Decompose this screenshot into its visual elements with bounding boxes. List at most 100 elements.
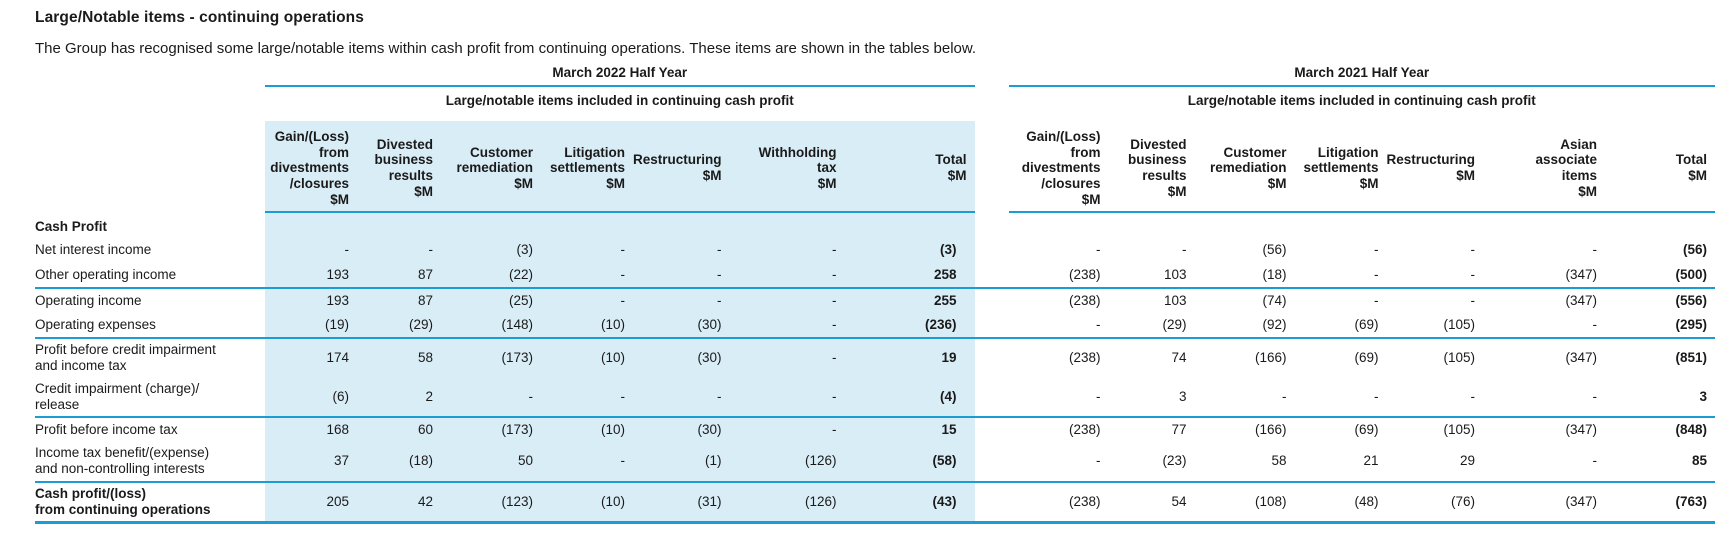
cell-2022-total: 258 [844,262,975,288]
table-row-net-interest-income: Net interest income - - (3) - - - (3) - … [35,238,1715,263]
col-header-2021-divested-business: Divested business results $M [1108,121,1195,214]
cell-2022-total: (43) [844,480,975,524]
cell-2021: (347) [1483,480,1606,524]
cell-2021: (18) [1262,266,1287,282]
section-gap [974,377,1009,417]
col-header-2022-withholding-tax: Withholding tax $M [729,121,845,214]
section-gap [974,337,1009,378]
table-row-cash-profit-loss: Cash profit/(loss) from continuing opera… [35,480,1716,524]
cell-2022: (25) [441,286,541,314]
cell-2021: (238) [1008,415,1109,443]
cell-2022: 87 [357,262,441,288]
col-header-2021-customer-remediation: Customer remediation $M [1194,121,1295,214]
cell-2021: (69) [1354,317,1379,333]
cell-2022: (10) [541,480,633,524]
table-row-operating-income: Operating income 193 87 (25) - - - 255 (… [35,286,1716,314]
cell-2021: - [1592,388,1598,404]
cell-2021: (166) [1194,415,1295,443]
cell-2021: (238) [1069,266,1101,282]
cell-2021: (347) [1483,337,1606,378]
section-label: Cash Profit [35,219,108,235]
col-header-2021-total: Total $M [1605,121,1716,214]
cell-2022: - [265,238,357,263]
row-label: Profit before credit impairment and inco… [35,337,265,378]
cell-2021: - [1096,388,1101,404]
cell-2022: - [541,442,633,482]
table-row-profit-before-credit-impairment: Profit before credit impairment and inco… [35,337,1716,378]
cell-2021-total: 3 [1699,388,1708,404]
cell-2022: - [729,377,845,417]
cell-2022: - [633,377,730,417]
cell-2022: (19) [265,313,357,339]
cell-2022: - [729,238,845,263]
cell-2021: (105) [1443,317,1476,333]
cell-2021-total: (848) [1605,415,1716,443]
cell-2021: - [1470,242,1476,258]
section-gap [974,212,1009,239]
cell-2021-total: (500) [1675,266,1708,282]
cell-2021: (238) [1008,286,1109,314]
col-header-2022-customer-remediation: Customer remediation $M [441,121,541,214]
cell-2022: - [729,313,845,339]
cell-2022: - [357,238,441,263]
cell-2022-total: 19 [844,337,975,378]
cell-2021: 103 [1163,266,1187,282]
cell-2021: - [1592,453,1598,469]
cell-2021: (166) [1194,337,1295,378]
section-gap [974,86,1009,121]
cell-2022: - [729,262,845,288]
cell-2022: - [633,286,730,314]
cell-2021: - [1294,286,1387,314]
cell-2022: - [541,377,633,417]
cell-2021: - [1096,242,1101,258]
cell-2021: (105) [1386,337,1484,378]
cell-2021: - [1096,317,1101,333]
cell-2021: (69) [1294,337,1387,378]
cell-2021: - [1470,266,1476,282]
table-row-profit-before-income-tax: Profit before income tax 168 60 (173) (1… [35,415,1716,443]
cell-2022: - [633,238,730,263]
row-label: Operating income [35,286,265,314]
period-title-2022: March 2022 Half Year [265,61,975,87]
section-gap [974,262,1009,288]
cell-2021: - [1592,242,1598,258]
cell-2022: 50 [441,442,541,482]
empty-shaded-cell [265,212,975,239]
cell-2021-total: (56) [1683,242,1708,258]
cell-2021-total: (851) [1605,337,1716,378]
col-header-2021-litigation-settlements: Litigation settlements $M [1294,121,1387,214]
cell-2021: 77 [1108,415,1195,443]
period-header-row: March 2022 Half Year March 2021 Half Yea… [35,61,1716,87]
cell-2021: (74) [1194,286,1295,314]
cell-2022: - [541,286,633,314]
spacer-cell [35,121,265,212]
cell-2021: (238) [1008,480,1109,524]
cell-2021-total: (763) [1605,480,1716,524]
cell-2022: (148) [441,313,541,339]
cell-2022: (126) [729,442,845,482]
table-row-credit-impairment: Credit impairment (charge)/ release (6) … [35,377,1715,417]
cell-2021: 3 [1179,388,1187,404]
cell-2022-total: (236) [844,313,975,339]
cell-2022: 42 [357,480,441,524]
col-header-2022-divested-business: Divested business results $M [357,121,441,214]
cell-2021: (92) [1262,317,1287,333]
subheader-2021: Large/notable items included in continui… [1187,93,1536,108]
cell-2021: (76) [1386,480,1484,524]
table-row-other-operating-income: Other operating income 193 87 (22) - - -… [35,262,1715,288]
cell-2022: 193 [265,286,357,314]
cell-2021-total: (556) [1605,286,1716,314]
cell-2022-total: (58) [844,442,975,482]
cell-2022: (30) [633,337,730,378]
section-gap [974,480,1009,524]
table-row-operating-expenses: Operating expenses (19) (29) (148) (10) … [35,313,1715,339]
cell-2021: - [1096,453,1101,469]
cell-2022: - [729,337,845,378]
cell-2022-total: (3) [844,238,975,263]
cell-2021: 21 [1363,453,1379,469]
column-header-row: Gain/(Loss) from divestments /closures $… [35,121,1716,214]
cell-2022: 87 [357,286,441,314]
cell-2021-total: (295) [1675,317,1708,333]
col-header-2022-total: Total $M [844,121,975,214]
cell-2022: 168 [265,415,357,443]
